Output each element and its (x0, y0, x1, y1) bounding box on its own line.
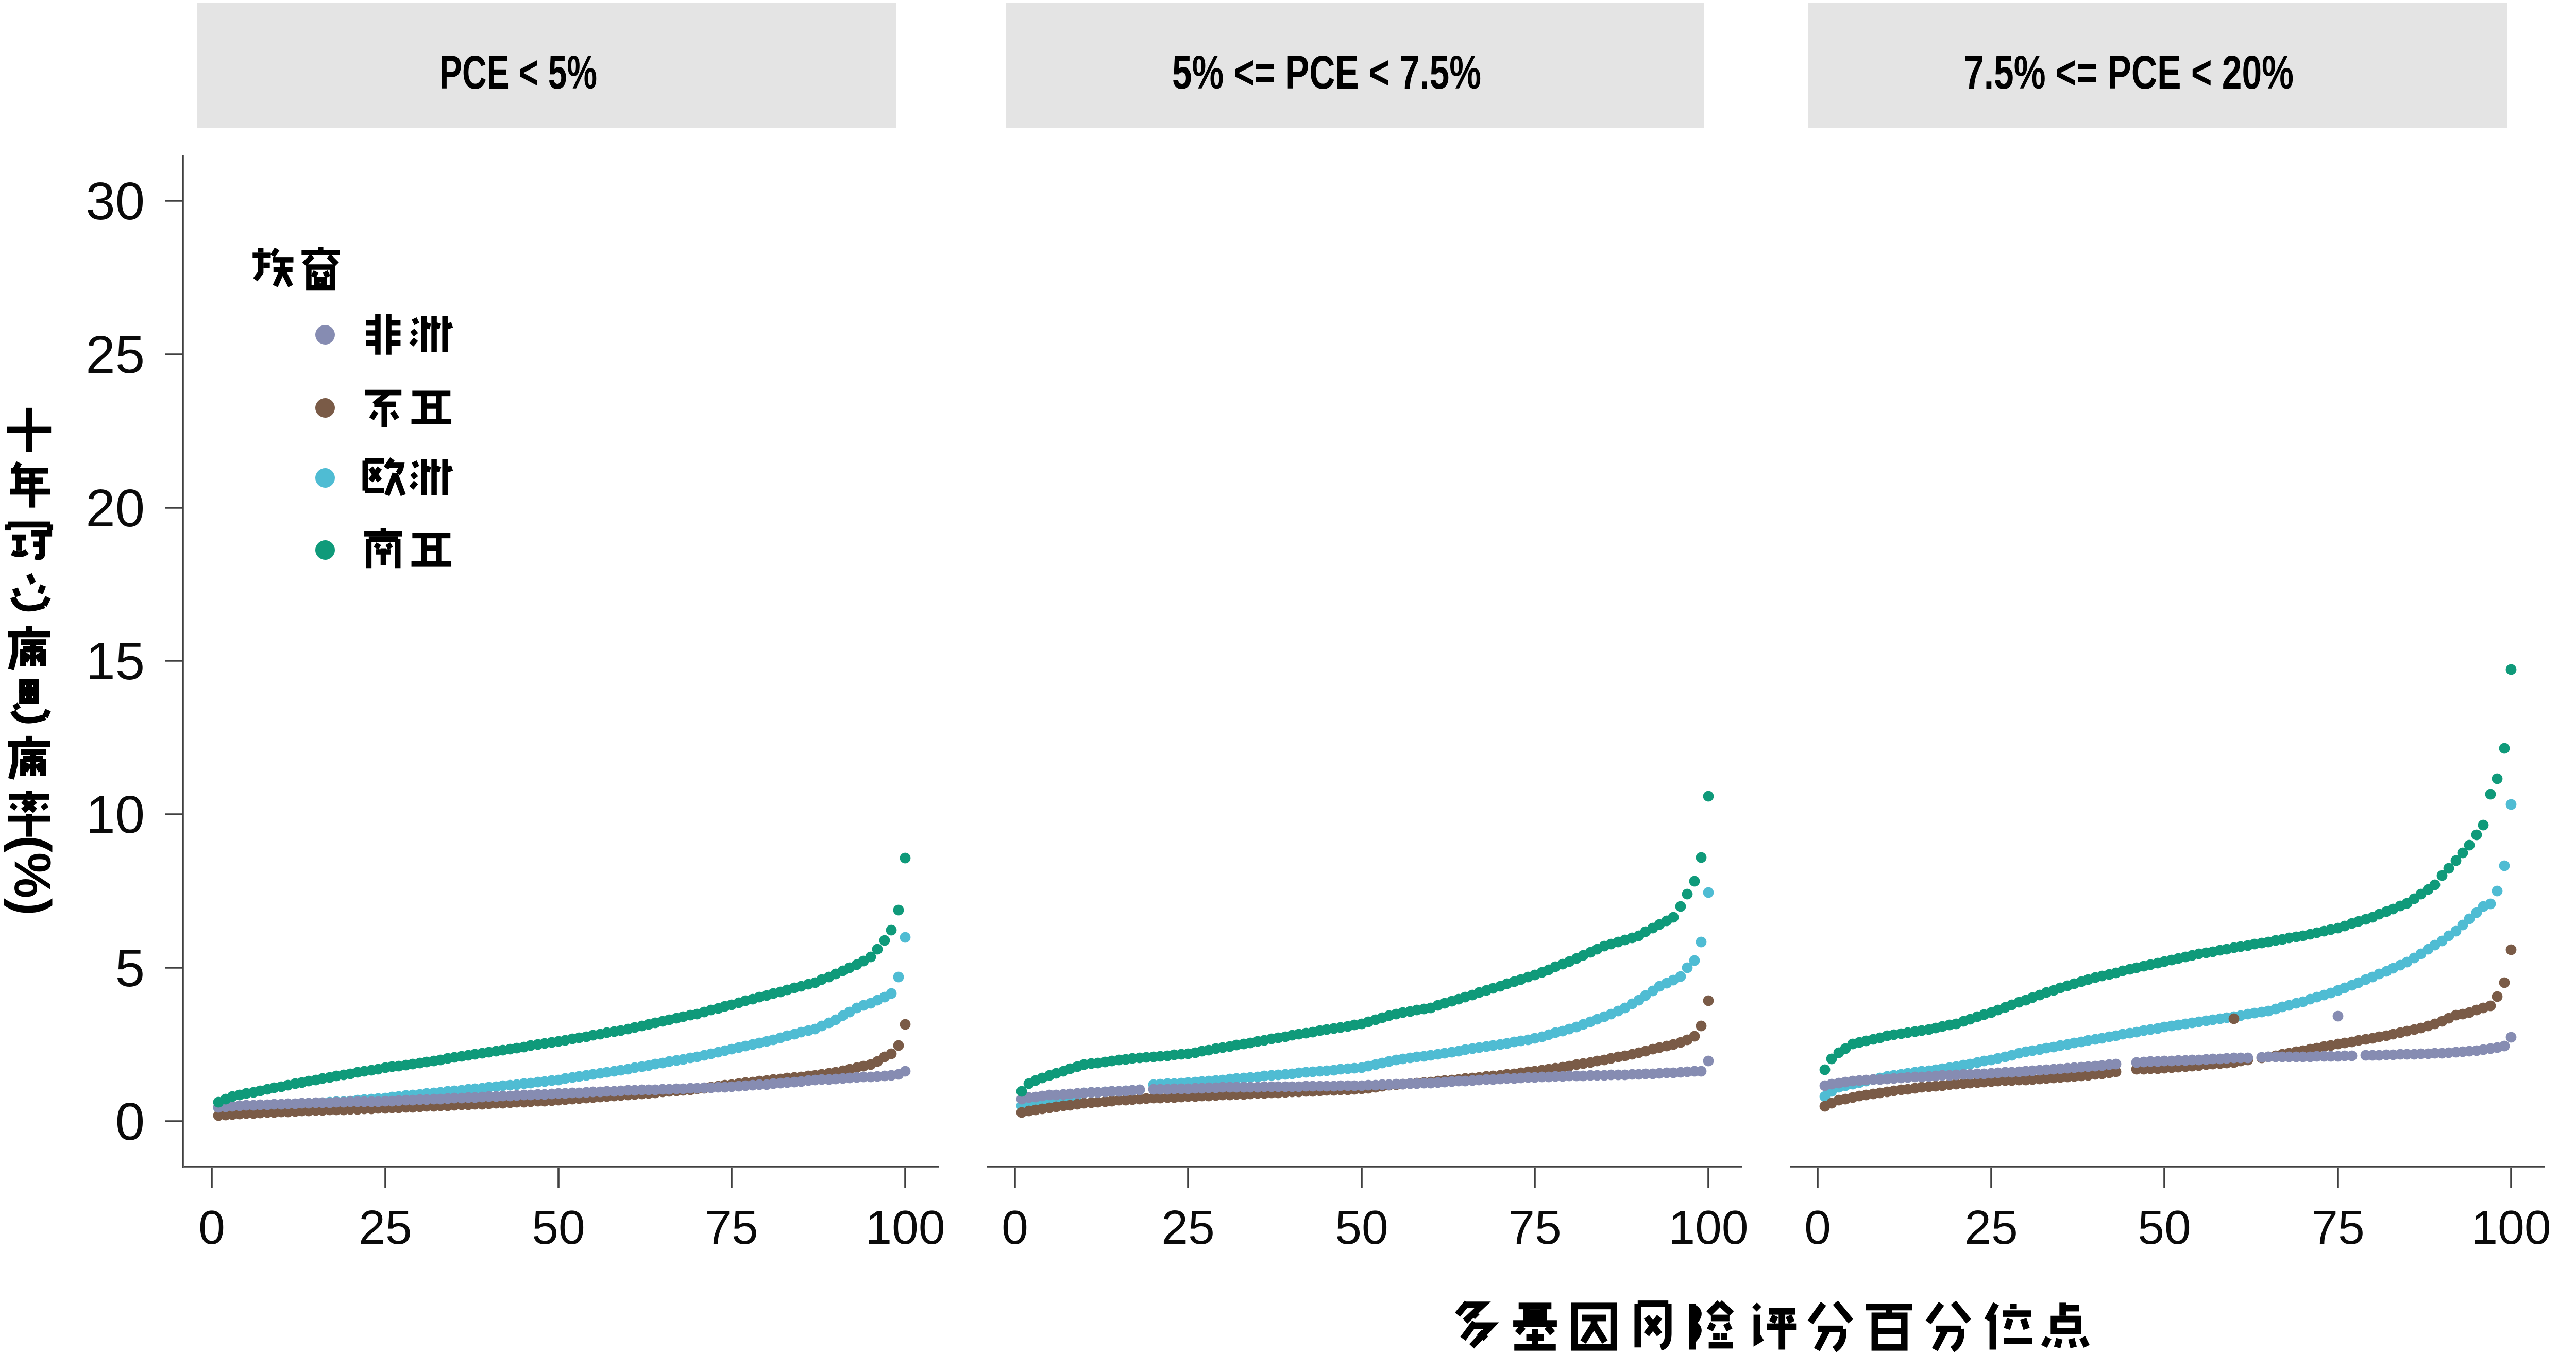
svg-text:30: 30 (86, 172, 145, 231)
svg-text:PCE < 5%: PCE < 5% (439, 46, 597, 99)
svg-text:5: 5 (115, 938, 145, 998)
svg-text:25: 25 (1964, 1201, 2018, 1254)
svg-text:50: 50 (2138, 1201, 2191, 1254)
svg-text:0: 0 (1002, 1201, 1028, 1254)
svg-text:15: 15 (86, 631, 145, 691)
svg-text:75: 75 (1508, 1201, 1561, 1254)
svg-text:5% <= PCE < 7.5%: 5% <= PCE < 7.5% (1172, 46, 1481, 99)
svg-text:100: 100 (1668, 1201, 1748, 1254)
svg-text:20: 20 (86, 478, 145, 538)
svg-text:75: 75 (2311, 1201, 2364, 1254)
svg-text:0: 0 (1804, 1201, 1831, 1254)
svg-text:100: 100 (2471, 1201, 2551, 1254)
svg-text:0: 0 (115, 1092, 145, 1151)
svg-text:7.5% <= PCE < 20%: 7.5% <= PCE < 20% (1964, 46, 2294, 99)
svg-text:100: 100 (865, 1201, 945, 1254)
svg-text:50: 50 (1335, 1201, 1388, 1254)
svg-text:25: 25 (1161, 1201, 1214, 1254)
svg-text:0: 0 (198, 1201, 225, 1254)
svg-text:10: 10 (86, 785, 145, 844)
svg-text:75: 75 (705, 1201, 758, 1254)
svg-text:25: 25 (86, 325, 145, 384)
svg-text:25: 25 (359, 1201, 412, 1254)
svg-text:50: 50 (532, 1201, 585, 1254)
svg-text:(%): (%) (4, 835, 61, 916)
